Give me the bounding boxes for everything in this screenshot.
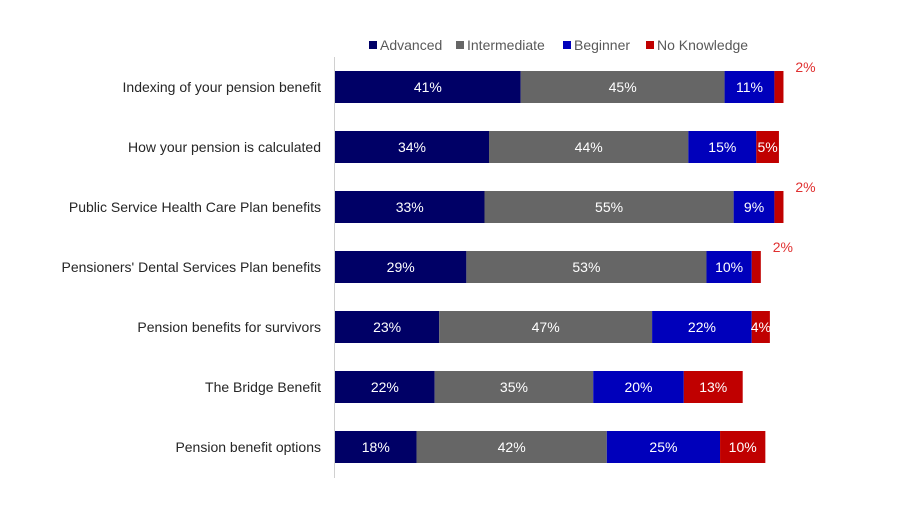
- category-label: The Bridge Benefit: [205, 379, 321, 395]
- data-label: 11%: [736, 79, 763, 95]
- data-label: 41%: [414, 79, 442, 95]
- bar-segment-intermediate: [466, 251, 707, 283]
- data-label: 20%: [624, 379, 652, 395]
- legend-label: Advanced: [380, 37, 442, 53]
- data-label: 2%: [773, 239, 793, 255]
- data-label: 55%: [595, 199, 623, 215]
- data-label: 4%: [751, 319, 771, 335]
- bar-segment-no-knowledge: [720, 431, 766, 463]
- bar-segment-beginner: [733, 191, 775, 223]
- bar-segment-advanced: [335, 191, 485, 223]
- bar-segment-beginner: [688, 131, 757, 163]
- bar-segment-no-knowledge: [751, 311, 770, 343]
- data-label: 34%: [398, 139, 426, 155]
- data-label: 22%: [688, 319, 716, 335]
- bar-segment-advanced: [335, 131, 490, 163]
- data-label: 25%: [649, 439, 677, 455]
- bar-segment-advanced: [335, 311, 440, 343]
- data-label: 23%: [373, 319, 401, 335]
- data-label: 9%: [744, 199, 764, 215]
- legend-label: Beginner: [574, 37, 630, 53]
- bar-segment-intermediate: [489, 131, 689, 163]
- legend-swatch-no-knowledge: [646, 41, 654, 49]
- data-label: 29%: [387, 259, 415, 275]
- data-label: 45%: [609, 79, 637, 95]
- data-label: 10%: [715, 259, 743, 275]
- data-label: 2%: [795, 59, 815, 75]
- bar-segment-advanced: [335, 431, 417, 463]
- data-label: 35%: [500, 379, 528, 395]
- legend-label: No Knowledge: [657, 37, 748, 53]
- bar-segment-beginner: [606, 431, 721, 463]
- category-label: Indexing of your pension benefit: [123, 79, 322, 95]
- legend-swatch-intermediate: [456, 41, 464, 49]
- data-label: 47%: [532, 319, 560, 335]
- category-label: Pensioners' Dental Services Plan benefit…: [62, 259, 321, 275]
- legend-swatch-beginner: [563, 41, 571, 49]
- bar-segment-intermediate: [439, 311, 653, 343]
- data-label: 44%: [575, 139, 603, 155]
- bar-segment-advanced: [335, 371, 435, 403]
- bar-segment-intermediate: [520, 71, 725, 103]
- bar-segment-beginner: [724, 71, 775, 103]
- category-label: How your pension is calculated: [128, 139, 321, 155]
- bar-segment-no-knowledge: [751, 251, 761, 283]
- data-label: 13%: [699, 379, 727, 395]
- bar-segment-intermediate: [484, 191, 734, 223]
- data-label: 2%: [795, 179, 815, 195]
- bar-segment-beginner: [706, 251, 752, 283]
- bar-segment-no-knowledge: [774, 191, 784, 223]
- bar-segment-no-knowledge: [774, 71, 784, 103]
- data-label: 22%: [371, 379, 399, 395]
- bar-segment-advanced: [335, 251, 467, 283]
- bar-segment-advanced: [335, 71, 521, 103]
- bar-segment-no-knowledge: [683, 371, 743, 403]
- bar-segment-beginner: [652, 311, 752, 343]
- category-label: Pension benefit options: [175, 439, 321, 455]
- bar-segment-intermediate: [416, 431, 607, 463]
- data-label: 33%: [396, 199, 424, 215]
- data-label: 42%: [498, 439, 526, 455]
- bar-segment-beginner: [593, 371, 684, 403]
- data-label: 53%: [572, 259, 600, 275]
- data-label: 15%: [708, 139, 736, 155]
- legend-swatch-advanced: [369, 41, 377, 49]
- bar-segment-intermediate: [434, 371, 594, 403]
- category-label: Pension benefits for survivors: [137, 319, 321, 335]
- legend-label: Intermediate: [467, 37, 545, 53]
- category-label: Public Service Health Care Plan benefits: [69, 199, 321, 215]
- data-label: 10%: [729, 439, 757, 455]
- data-label: 5%: [757, 139, 777, 155]
- bar-segment-no-knowledge: [756, 131, 779, 163]
- data-label: 18%: [362, 439, 390, 455]
